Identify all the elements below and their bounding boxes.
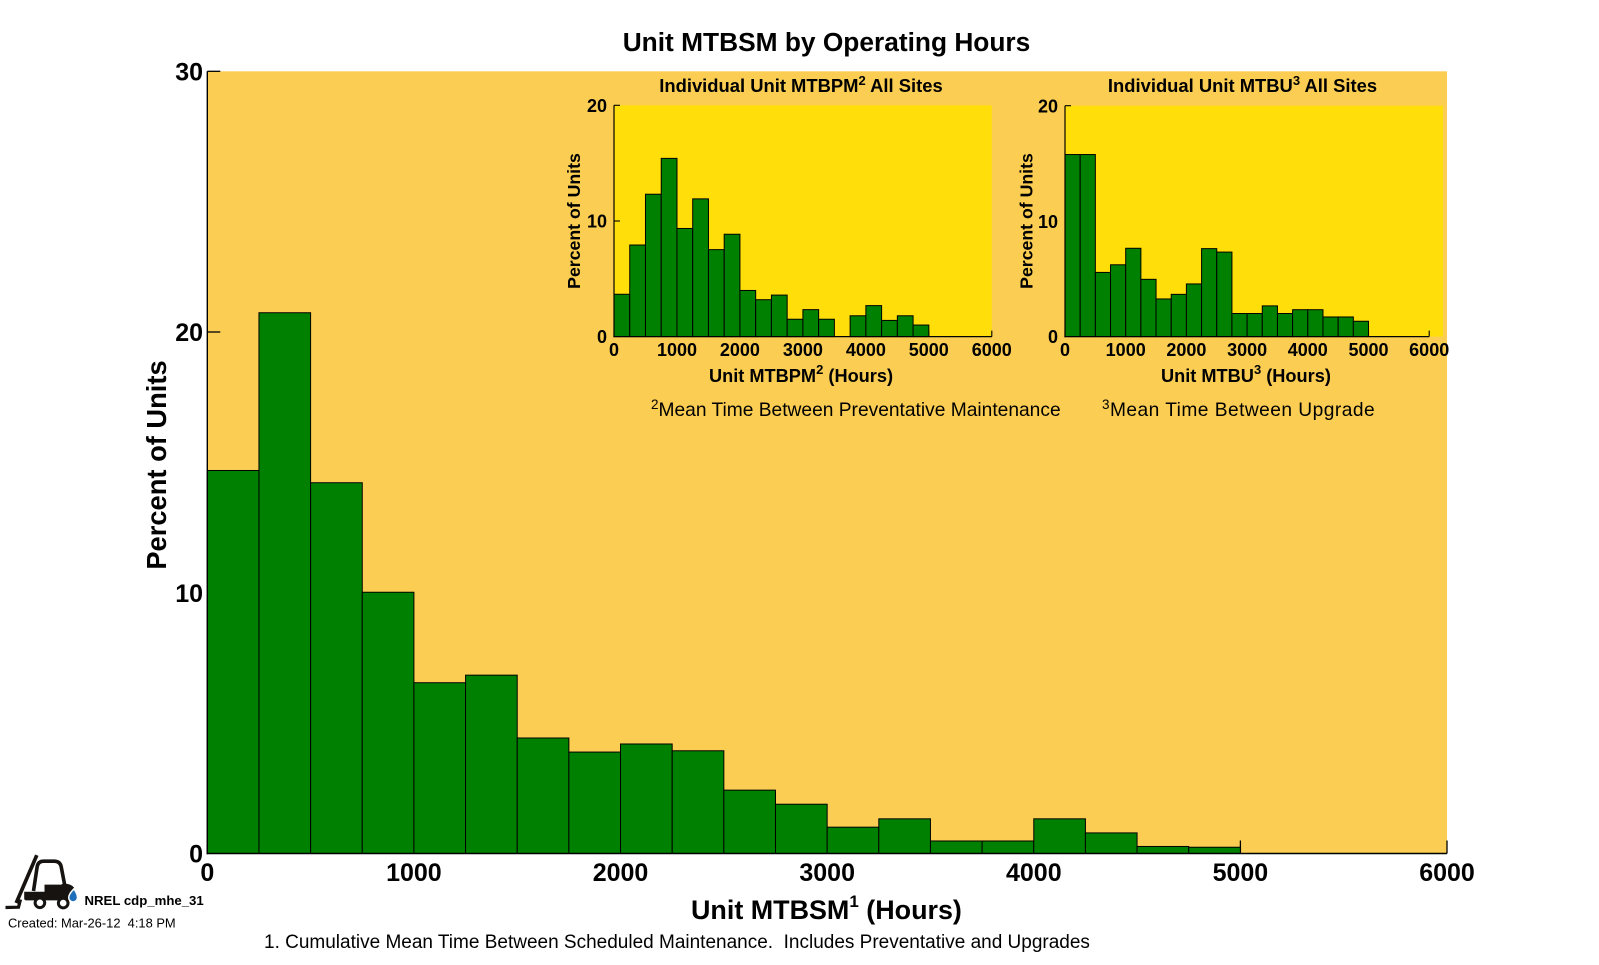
- svg-text:4000: 4000: [1288, 340, 1328, 360]
- svg-text:6000: 6000: [1419, 859, 1475, 887]
- svg-text:Percent of Units: Percent of Units: [141, 360, 172, 569]
- svg-text:20: 20: [1038, 96, 1058, 116]
- svg-text:10: 10: [587, 212, 607, 232]
- svg-text:Unit MTBSM1 (Hours): Unit MTBSM1 (Hours): [691, 892, 962, 925]
- svg-text:0: 0: [609, 340, 619, 360]
- svg-text:1000: 1000: [657, 340, 697, 360]
- svg-text:0: 0: [200, 859, 214, 887]
- svg-text:Created: Mar-26-12 4:18 PM: Created: Mar-26-12 4:18 PM: [8, 916, 176, 931]
- svg-text:5000: 5000: [909, 340, 949, 360]
- svg-text:Percent of Units: Percent of Units: [564, 153, 584, 289]
- svg-text:6000: 6000: [972, 340, 1012, 360]
- svg-text:20: 20: [175, 319, 203, 347]
- svg-text:3000: 3000: [1227, 340, 1267, 360]
- svg-text:10: 10: [1038, 212, 1058, 232]
- svg-text:10: 10: [175, 580, 203, 608]
- svg-text:Unit MTBU3 (Hours): Unit MTBU3 (Hours): [1161, 362, 1331, 386]
- svg-text:6000: 6000: [1409, 340, 1449, 360]
- svg-text:0: 0: [1060, 340, 1070, 360]
- svg-text:3000: 3000: [799, 859, 855, 887]
- svg-text:Unit MTBPM2 (Hours): Unit MTBPM2 (Hours): [709, 362, 893, 386]
- svg-text:2Mean Time Between Preventativ: 2Mean Time Between Preventative Maintena…: [651, 397, 1061, 421]
- svg-text:20: 20: [587, 96, 607, 116]
- svg-text:Individual Unit MTBU3 All Site: Individual Unit MTBU3 All Sites: [1108, 73, 1377, 96]
- svg-text:NREL cdp_mhe_31: NREL cdp_mhe_31: [85, 893, 204, 908]
- svg-text:3000: 3000: [783, 340, 823, 360]
- svg-text:1000: 1000: [386, 859, 442, 887]
- svg-text:2000: 2000: [593, 859, 649, 887]
- svg-text:5000: 5000: [1348, 340, 1388, 360]
- svg-text:0: 0: [1048, 327, 1058, 347]
- svg-text:0: 0: [189, 841, 203, 869]
- svg-text:2000: 2000: [1166, 340, 1206, 360]
- svg-text:Unit MTBSM by Operating Hours: Unit MTBSM by Operating Hours: [623, 27, 1031, 57]
- svg-text:Individual Unit MTBPM2 All Sit: Individual Unit MTBPM2 All Sites: [659, 73, 942, 96]
- svg-text:30: 30: [175, 58, 203, 86]
- svg-text:4000: 4000: [846, 340, 886, 360]
- svg-text:1000: 1000: [1106, 340, 1146, 360]
- svg-text:0: 0: [597, 327, 607, 347]
- svg-text:3Mean Time Between Upgrade: 3Mean Time Between Upgrade: [1102, 397, 1375, 421]
- svg-text:4000: 4000: [1006, 859, 1062, 887]
- svg-text:Percent of Units: Percent of Units: [1017, 153, 1037, 289]
- svg-text:1. Cumulative Mean Time Betwee: 1. Cumulative Mean Time Between Schedule…: [264, 932, 1090, 953]
- svg-text:5000: 5000: [1213, 859, 1269, 887]
- svg-text:2000: 2000: [720, 340, 760, 360]
